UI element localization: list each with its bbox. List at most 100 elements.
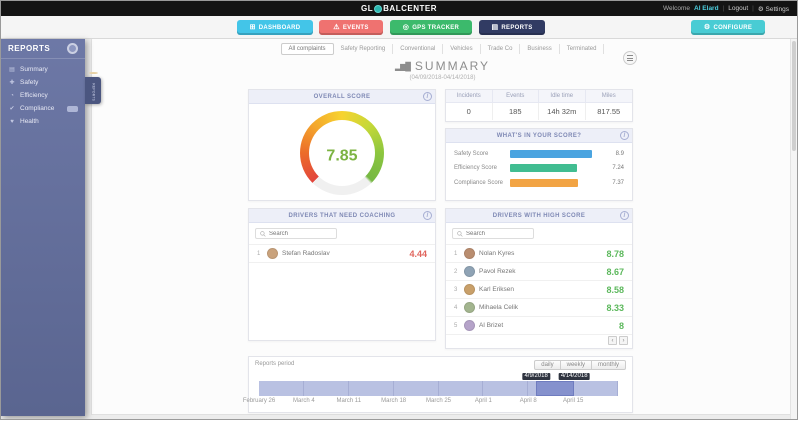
page-header: ▂▆█ SUMMARY (04/09/2018-04/14/2018) [92,59,793,81]
score-bar-row-safety-score: Safety Score 8.9 [454,149,624,158]
nav-button-label: REPORTS [501,24,533,31]
overall-score-value: 7.85 [326,147,358,165]
settings-link[interactable]: ⚙ Settings [758,5,789,13]
nav-button-reports[interactable]: ▤ REPORTS [479,20,545,35]
score-bar-value: 7.24 [612,165,624,171]
period-monthly-button[interactable]: monthly [591,360,626,370]
sidebar-item-label: Compliance [20,105,55,112]
driver-name: Karl Eriksen [479,286,515,293]
date-range: (04/09/2018-04/14/2018) [409,75,476,81]
nav-button-label: CONFIGURE [713,24,753,31]
tab-trade-co[interactable]: Trade Co [481,44,521,54]
timeline-ticks: February 26 March 4 March 11 March 18 March … [243,398,618,406]
timeline-tick-label: April 1 [474,398,492,404]
events-icon: ⚠ [333,24,340,31]
stat-label-events: Events [492,90,539,103]
sidebar-title: REPORTS [8,44,51,53]
page-prev-button[interactable]: ‹ [608,336,617,345]
overall-score-header: OVERALL SCORE i [249,90,435,104]
dashboard-icon: ⊞ [249,24,256,31]
driver-rank: 3 [454,286,458,293]
scrollbar[interactable] [790,39,797,419]
sidebar-item-label: Efficiency [20,92,48,99]
driver-row[interactable]: 3 Karl Eriksen 8.58 [446,280,632,298]
safety-icon: ✚ [9,80,15,86]
nav-button-configure[interactable]: ⚙ CONFIGURE [691,20,765,35]
sidebar-toggle-handle[interactable]: REPORTS [85,72,101,104]
score-bar-track [510,178,602,187]
driver-rank: 4 [454,304,458,311]
tab-all-complaints[interactable]: All complaints [280,43,334,55]
high-score-search [452,228,534,239]
page-next-button[interactable]: › [619,336,628,345]
sidebar-header: REPORTS [1,39,85,59]
timeline-band[interactable]: 4/9/2018 4/14/2018 [259,373,618,396]
score-bar-value: 8.9 [615,150,624,157]
sidebar-item-summary[interactable]: ▤ Summary [1,63,85,76]
nav-button-gps-tracker[interactable]: ◎ GPS TRACKER [390,20,472,35]
timeline: 4/9/2018 4/14/2018 February 26 March 4 Marc… [243,373,618,404]
info-icon[interactable]: i [423,92,432,101]
high-score-title: DRIVERS WITH HIGH SCORE [492,212,586,219]
high-score-search-input[interactable] [466,230,529,237]
info-icon[interactable]: i [423,211,432,220]
info-icon[interactable]: i [620,211,629,220]
stat-label-incidents: Incidents [446,90,493,103]
timeline-cell [573,381,618,396]
coaching-drivers-card: DRIVERS THAT NEED COACHING i 1 Stefan Rad… [248,208,436,341]
logo-text-left: GL [361,4,374,13]
timeline-cell [394,381,439,396]
timeline-tick-label: March 18 [381,398,407,404]
period-daily-button[interactable]: daily [534,360,561,370]
stat-value-events: 185 [493,103,539,120]
content-panel: All complaints Safety Reporting Convention… [91,39,794,415]
tab-vehicles[interactable]: Vehicles [443,44,481,54]
driver-row[interactable]: 2 Pavol Rezek 8.67 [446,262,632,280]
tab-conventional[interactable]: Conventional [393,44,444,54]
score-bar-fill [510,149,592,158]
sidebar-item-compliance[interactable]: ✔ Compliance [1,102,85,115]
score-breakdown-title: WHAT'S IN YOUR SCORE? [496,132,582,139]
stat-value-miles: 817.55 [597,107,621,116]
driver-row[interactable]: 4 Mihaela Celik 8.33 [446,298,632,316]
menu-button[interactable] [623,51,637,65]
nav-button-label: GPS TRACKER [412,24,460,31]
driver-rank: 1 [257,250,261,257]
score-bar-label: Compliance Score [454,179,504,186]
nav-button-dashboard[interactable]: ⊞ DASHBOARD [237,20,313,35]
timeline-cell [259,381,304,396]
driver-score: 8 [618,320,624,331]
driver-row[interactable]: 5 Al Brizet 8 [446,316,632,335]
driver-rank: 2 [454,268,458,275]
gear-icon: ⚙ [757,5,764,13]
driver-row[interactable]: 1 Stefan Radoslav 4.44 [249,244,435,263]
welcome-label: Welcome [663,5,690,12]
app-logo[interactable]: GL BALCENTER [361,1,437,16]
sidebar-item-health[interactable]: ♥ Health [1,115,85,128]
timeline-cell [304,381,349,396]
tab-terminated[interactable]: Terminated [560,44,605,54]
username[interactable]: Al Elard [694,5,719,12]
info-icon[interactable]: i [620,131,629,140]
high-score-drivers-card: DRIVERS WITH HIGH SCORE i 1 Nolan Kyres 8.… [445,208,633,349]
overall-score-gauge: 7.85 [249,104,435,201]
tab-safety-reporting[interactable]: Safety Reporting [334,44,394,54]
timeline-selection[interactable] [536,381,575,396]
sidebar-item-label: Health [20,118,39,125]
nav-button-events[interactable]: ⚠ EVENTS [319,20,383,35]
tab-business[interactable]: Business [520,44,560,54]
sidebar-item-safety[interactable]: ✚ Safety [1,76,85,89]
high-score-header: DRIVERS WITH HIGH SCORE i [446,209,632,223]
coaching-search-input[interactable] [269,230,332,237]
timeline-tick-label: April 8 [519,398,537,404]
score-bar-fill [510,178,578,187]
coaching-driver-list: 1 Stefan Radoslav 4.44 [249,244,435,263]
period-weekly-button[interactable]: weekly [560,360,592,370]
stats-card: Incidents Events Idle time Miles 0 185 14h 32m… [445,89,633,122]
sidebar-item-efficiency[interactable]: ◔ Efficiency [1,89,85,102]
logout-link[interactable]: Logout [728,5,749,12]
driver-name: Al Brizet [479,322,504,329]
scrollbar-thumb[interactable] [792,41,796,151]
driver-row[interactable]: 1 Nolan Kyres 8.78 [446,244,632,262]
sidebar-badge-icon[interactable] [67,43,78,54]
